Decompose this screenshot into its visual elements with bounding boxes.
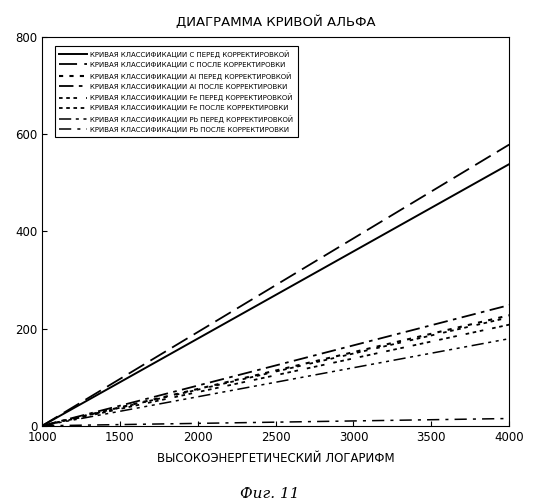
КРИВАЯ КЛАССИФИКАЦИИ Pb ПЕРЕД КОРРЕКТИРОВКОЙ [411, 354, 418, 360]
КРИВАЯ КЛАССИФИКАЦИИ Pb ПОСЛЕ КОРРЕКТИРОВКИ [87, 422, 93, 428]
Line: КРИВАЯ КЛАССИФИКАЦИИ С ПОСЛЕ КОРРЕКТИРОВКИ: КРИВАЯ КЛАССИФИКАЦИИ С ПОСЛЕ КОРРЕКТИРОВ… [42, 144, 509, 426]
КРИВАЯ КЛАССИФИКАЦИИ Al ПЕРЕД КОРРЕКТИРОВКОЙ [506, 312, 513, 318]
КРИВАЯ КЛАССИФИКАЦИИ Pb ПОСЛЕ КОРРЕКТИРОВКИ [403, 417, 410, 423]
КРИВАЯ КЛАССИФИКАЦИИ Al ПЕРЕД КОРРЕКТИРОВКОЙ [228, 378, 234, 384]
Line: КРИВАЯ КЛАССИФИКАЦИИ Pb ПОСЛЕ КОРРЕКТИРОВКИ: КРИВАЯ КЛАССИФИКАЦИИ Pb ПОСЛЕ КОРРЕКТИРО… [42, 418, 509, 426]
КРИВАЯ КЛАССИФИКАЦИИ Al ПОСЛЕ КОРРЕКТИРОВКИ [411, 326, 418, 332]
КРИВАЯ КЛАССИФИКАЦИИ С ПЕРЕД КОРРЕКТИРОВКОЙ [506, 161, 513, 167]
КРИВАЯ КЛАССИФИКАЦИИ С ПЕРЕД КОРРЕКТИРОВКОЙ [360, 243, 366, 249]
КРИВАЯ КЛАССИФИКАЦИИ Fe ПОСЛЕ КОРРЕКТИРОВКИ [87, 412, 93, 418]
КРИВАЯ КЛАССИФИКАЦИИ Pb ПЕРЕД КОРРЕКТИРОВКОЙ [87, 414, 93, 420]
КРИВАЯ КЛАССИФИКАЦИИ Al ПОСЛЕ КОРРЕКТИРОВКИ [39, 423, 45, 429]
КРИВАЯ КЛАССИФИКАЦИИ Al ПЕРЕД КОРРЕКТИРОВКОЙ [87, 412, 93, 418]
КРИВАЯ КЛАССИФИКАЦИИ Fe ПОСЛЕ КОРРЕКТИРОВКИ [360, 348, 366, 354]
КРИВАЯ КЛАССИФИКАЦИИ Pb ПЕРЕД КОРРЕКТИРОВКОЙ [228, 388, 234, 394]
Line: КРИВАЯ КЛАССИФИКАЦИИ Fe ПОСЛЕ КОРРЕКТИРОВКИ: КРИВАЯ КЛАССИФИКАЦИИ Fe ПОСЛЕ КОРРЕКТИРО… [42, 318, 509, 426]
КРИВАЯ КЛАССИФИКАЦИИ Fe ПОСЛЕ КОРРЕКТИРОВКИ [506, 314, 513, 320]
КРИВАЯ КЛАССИФИКАЦИИ Fe ПЕРЕД КОРРЕКТИРОВКОЙ [411, 342, 418, 348]
КРИВАЯ КЛАССИФИКАЦИИ Al ПОСЛЕ КОРРЕКТИРОВКИ [228, 374, 234, 380]
КРИВАЯ КЛАССИФИКАЦИИ С ПЕРЕД КОРРЕКТИРОВКОЙ [39, 423, 45, 429]
X-axis label: ВЫСОКОЭНЕРГЕТИЧЕСКИЙ ЛОГАРИФМ: ВЫСОКОЭНЕРГЕТИЧЕСКИЙ ЛОГАРИФМ [157, 452, 395, 465]
Line: КРИВАЯ КЛАССИФИКАЦИИ Al ПОСЛЕ КОРРЕКТИРОВКИ: КРИВАЯ КЛАССИФИКАЦИИ Al ПОСЛЕ КОРРЕКТИРО… [42, 305, 509, 426]
КРИВАЯ КЛАССИФИКАЦИИ Al ПОСЛЕ КОРРЕКТИРОВКИ [506, 302, 513, 308]
Line: КРИВАЯ КЛАССИФИКАЦИИ Fe ПЕРЕД КОРРЕКТИРОВКОЙ: КРИВАЯ КЛАССИФИКАЦИИ Fe ПЕРЕД КОРРЕКТИРО… [42, 324, 509, 426]
КРИВАЯ КЛАССИФИКАЦИИ Fe ПОСЛЕ КОРРЕКТИРОВКИ [411, 336, 418, 342]
КРИВАЯ КЛАССИФИКАЦИИ Pb ПОСЛЕ КОРРЕКТИРОВКИ [39, 423, 45, 429]
КРИВАЯ КЛАССИФИКАЦИИ Pb ПОСЛЕ КОРРЕКТИРОВКИ [245, 420, 251, 426]
КРИВАЯ КЛАССИФИКАЦИИ С ПЕРЕД КОРРЕКТИРОВКОЙ [87, 396, 93, 402]
КРИВАЯ КЛАССИФИКАЦИИ Pb ПОСЛЕ КОРРЕКТИРОВКИ [411, 417, 418, 423]
КРИВАЯ КЛАССИФИКАЦИИ Fe ПЕРЕД КОРРЕКТИРОВКОЙ [87, 412, 93, 418]
КРИВАЯ КЛАССИФИКАЦИИ Fe ПОСЛЕ КОРРЕКТИРОВКИ [403, 338, 410, 344]
КРИВАЯ КЛАССИФИКАЦИИ Al ПОСЛЕ КОРРЕКТИРОВКИ [87, 410, 93, 416]
КРИВАЯ КЛАССИФИКАЦИИ Pb ПОСЛЕ КОРРЕКТИРОВКИ [360, 418, 366, 424]
КРИВАЯ КЛАССИФИКАЦИИ Fe ПОСЛЕ КОРРЕКТИРОВКИ [245, 375, 251, 381]
КРИВАЯ КЛАССИФИКАЦИИ С ПЕРЕД КОРРЕКТИРОВКОЙ [411, 214, 418, 220]
Title: ДИАГРАММА КРИВОЙ АЛЬФА: ДИАГРАММА КРИВОЙ АЛЬФА [176, 15, 376, 28]
КРИВАЯ КЛАССИФИКАЦИИ Pb ПЕРЕД КОРРЕКТИРОВКОЙ [39, 423, 45, 429]
Text: Фиг. 11: Фиг. 11 [240, 486, 299, 500]
КРИВАЯ КЛАССИФИКАЦИИ Fe ПЕРЕД КОРРЕКТИРОВКОЙ [506, 322, 513, 328]
КРИВАЯ КЛАССИФИКАЦИИ С ПОСЛЕ КОРРЕКТИРОВКИ [228, 309, 234, 315]
КРИВАЯ КЛАССИФИКАЦИИ С ПОСЛЕ КОРРЕКТИРОВКИ [245, 299, 251, 305]
КРИВАЯ КЛАССИФИКАЦИИ Al ПОСЛЕ КОРРЕКТИРОВКИ [403, 328, 410, 334]
КРИВАЯ КЛАССИФИКАЦИИ С ПОСЛЕ КОРРЕКТИРОВКИ [403, 204, 410, 210]
Legend: КРИВАЯ КЛАССИФИКАЦИИ С ПЕРЕД КОРРЕКТИРОВКОЙ, КРИВАЯ КЛАССИФИКАЦИИ С ПОСЛЕ КОРРЕК: КРИВАЯ КЛАССИФИКАЦИИ С ПЕРЕД КОРРЕКТИРОВ… [55, 46, 298, 137]
КРИВАЯ КЛАССИФИКАЦИИ Al ПЕРЕД КОРРЕКТИРОВКОЙ [245, 374, 251, 380]
КРИВАЯ КЛАССИФИКАЦИИ Fe ПЕРЕД КОРРЕКТИРОВКОЙ [360, 354, 366, 360]
КРИВАЯ КЛАССИФИКАЦИИ Fe ПОСЛЕ КОРРЕКТИРОВКИ [228, 379, 234, 385]
КРИВАЯ КЛАССИФИКАЦИИ Pb ПЕРЕД КОРРЕКТИРОВКОЙ [360, 363, 366, 369]
КРИВАЯ КЛАССИФИКАЦИИ Al ПЕРЕД КОРРЕКТИРОВКОЙ [411, 334, 418, 340]
КРИВАЯ КЛАССИФИКАЦИИ Al ПЕРЕД КОРРЕКТИРОВКОЙ [360, 347, 366, 353]
КРИВАЯ КЛАССИФИКАЦИИ Pb ПЕРЕД КОРРЕКТИРОВКОЙ [506, 336, 513, 342]
Line: КРИВАЯ КЛАССИФИКАЦИИ Pb ПЕРЕД КОРРЕКТИРОВКОЙ: КРИВАЯ КЛАССИФИКАЦИИ Pb ПЕРЕД КОРРЕКТИРО… [42, 338, 509, 426]
КРИВАЯ КЛАССИФИКАЦИИ С ПОСЛЕ КОРРЕКТИРОВКИ [506, 142, 513, 148]
КРИВАЯ КЛАССИФИКАЦИИ Al ПЕРЕД КОРРЕКТИРОВКОЙ [403, 336, 410, 342]
КРИВАЯ КЛАССИФИКАЦИИ Al ПЕРЕД КОРРЕКТИРОВКОЙ [39, 423, 45, 429]
Line: КРИВАЯ КЛАССИФИКАЦИИ Al ПЕРЕД КОРРЕКТИРОВКОЙ: КРИВАЯ КЛАССИФИКАЦИИ Al ПЕРЕД КОРРЕКТИРО… [42, 316, 509, 426]
КРИВАЯ КЛАССИФИКАЦИИ Fe ПОСЛЕ КОРРЕКТИРОВКИ [39, 423, 45, 429]
КРИВАЯ КЛАССИФИКАЦИИ Al ПОСЛЕ КОРРЕКТИРОВКИ [245, 370, 251, 376]
КРИВАЯ КЛАССИФИКАЦИИ С ПОСЛЕ КОРРЕКТИРОВКИ [39, 423, 45, 429]
Line: КРИВАЯ КЛАССИФИКАЦИИ С ПЕРЕД КОРРЕКТИРОВКОЙ: КРИВАЯ КЛАССИФИКАЦИИ С ПЕРЕД КОРРЕКТИРОВ… [42, 164, 509, 426]
КРИВАЯ КЛАССИФИКАЦИИ Fe ПЕРЕД КОРРЕКТИРОВКОЙ [403, 344, 410, 350]
КРИВАЯ КЛАССИФИКАЦИИ Pb ПОСЛЕ КОРРЕКТИРОВКИ [506, 416, 513, 422]
КРИВАЯ КЛАССИФИКАЦИИ Pb ПЕРЕД КОРРЕКТИРОВКОЙ [403, 355, 410, 361]
КРИВАЯ КЛАССИФИКАЦИИ С ПОСЛЕ КОРРЕКТИРОВКИ [411, 198, 418, 204]
КРИВАЯ КЛАССИФИКАЦИИ Fe ПЕРЕД КОРРЕКТИРОВКОЙ [228, 382, 234, 388]
КРИВАЯ КЛАССИФИКАЦИИ Fe ПЕРЕД КОРРЕКТИРОВКОЙ [39, 423, 45, 429]
КРИВАЯ КЛАССИФИКАЦИИ Pb ПЕРЕД КОРРЕКТИРОВКОЙ [245, 384, 251, 390]
КРИВАЯ КЛАССИФИКАЦИИ Pb ПОСЛЕ КОРРЕКТИРОВКИ [228, 420, 234, 426]
КРИВАЯ КЛАССИФИКАЦИИ Al ПОСЛЕ КОРРЕКТИРОВКИ [360, 340, 366, 346]
КРИВАЯ КЛАССИФИКАЦИИ С ПЕРЕД КОРРЕКТИРОВКОЙ [228, 317, 234, 323]
КРИВАЯ КЛАССИФИКАЦИИ С ПЕРЕД КОРРЕКТИРОВКОЙ [245, 308, 251, 314]
КРИВАЯ КЛАССИФИКАЦИИ С ПОСЛЕ КОРРЕКТИРОВКИ [87, 394, 93, 400]
КРИВАЯ КЛАССИФИКАЦИИ С ПЕРЕД КОРРЕКТИРОВКОЙ [403, 219, 410, 225]
КРИВАЯ КЛАССИФИКАЦИИ С ПОСЛЕ КОРРЕКТИРОВКИ [360, 230, 366, 235]
КРИВАЯ КЛАССИФИКАЦИИ Fe ПЕРЕД КОРРЕКТИРОВКОЙ [245, 378, 251, 384]
